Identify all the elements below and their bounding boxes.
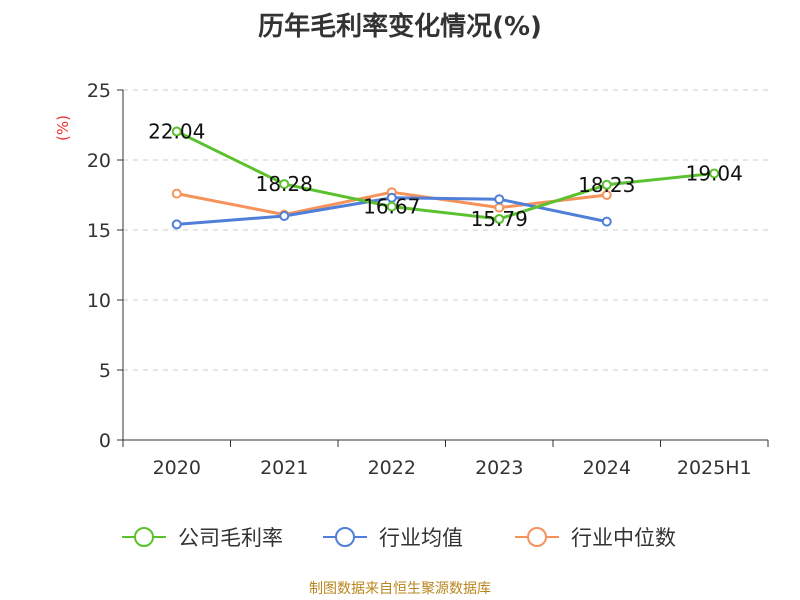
legend-label[interactable]: 公司毛利率 [178, 526, 283, 550]
x-tick-label: 2020 [153, 457, 201, 479]
legend-swatch-marker[interactable] [527, 527, 547, 547]
y-tick-label: 20 [87, 150, 111, 172]
chart-title: 历年毛利率变化情况(%) [258, 12, 542, 42]
data-point[interactable] [601, 190, 612, 200]
legend-label[interactable]: 行业均值 [379, 526, 463, 550]
y-tick-label: 5 [99, 360, 111, 382]
data-point[interactable] [171, 188, 182, 199]
data-point[interactable] [601, 216, 612, 227]
data-point[interactable] [171, 219, 182, 230]
data-point[interactable] [386, 201, 397, 212]
x-tick-label: 2022 [368, 457, 416, 479]
series-line-1 [176, 130, 715, 221]
y-tick-label: 0 [99, 430, 111, 452]
data-point[interactable] [601, 179, 612, 190]
data-point[interactable] [279, 179, 290, 190]
data-point[interactable] [494, 213, 505, 224]
legend-label[interactable]: 行业中位数 [571, 526, 676, 550]
legend-swatch-marker[interactable] [335, 527, 355, 547]
y-tick-label: 25 [87, 80, 111, 102]
data-label: 22.04 [148, 119, 205, 143]
data-source-note: 制图数据来自恒生聚源数据库 [309, 581, 491, 597]
data-label: 18.28 [256, 172, 313, 196]
data-label: 18.23 [578, 173, 635, 197]
data-point[interactable] [709, 168, 720, 179]
data-point[interactable] [494, 194, 505, 205]
data-label: 19.04 [686, 161, 743, 185]
legend-swatch-marker[interactable] [134, 527, 154, 547]
y-tick-label: 15 [87, 220, 111, 242]
data-point[interactable] [171, 126, 182, 137]
y-tick-label: 10 [87, 290, 111, 312]
data-label: 15.79 [471, 207, 528, 231]
x-tick-label: 2024 [583, 457, 631, 479]
data-label: 16.67 [363, 195, 420, 219]
x-tick-label: 2021 [260, 457, 308, 479]
y-axis-label: (%) [54, 115, 72, 141]
x-tick-label: 2023 [475, 457, 523, 479]
data-point[interactable] [279, 211, 290, 221]
x-tick-label: 2025H1 [677, 457, 752, 479]
